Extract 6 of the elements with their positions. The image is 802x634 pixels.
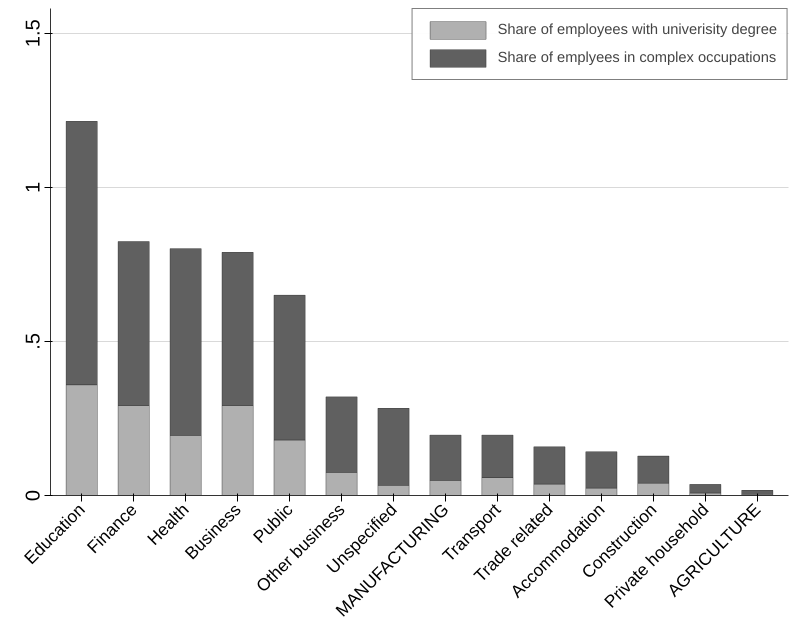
legend-label: Share of emplyees in complex occupations [498, 50, 776, 66]
y-tick-label: .5 [22, 333, 44, 350]
y-tick-label: 1 [22, 182, 44, 193]
legend-label: Share of employees with univerisity degree [498, 22, 777, 38]
y-tick-label: 1.5 [22, 19, 44, 48]
y-tick-label: 0 [22, 490, 44, 502]
